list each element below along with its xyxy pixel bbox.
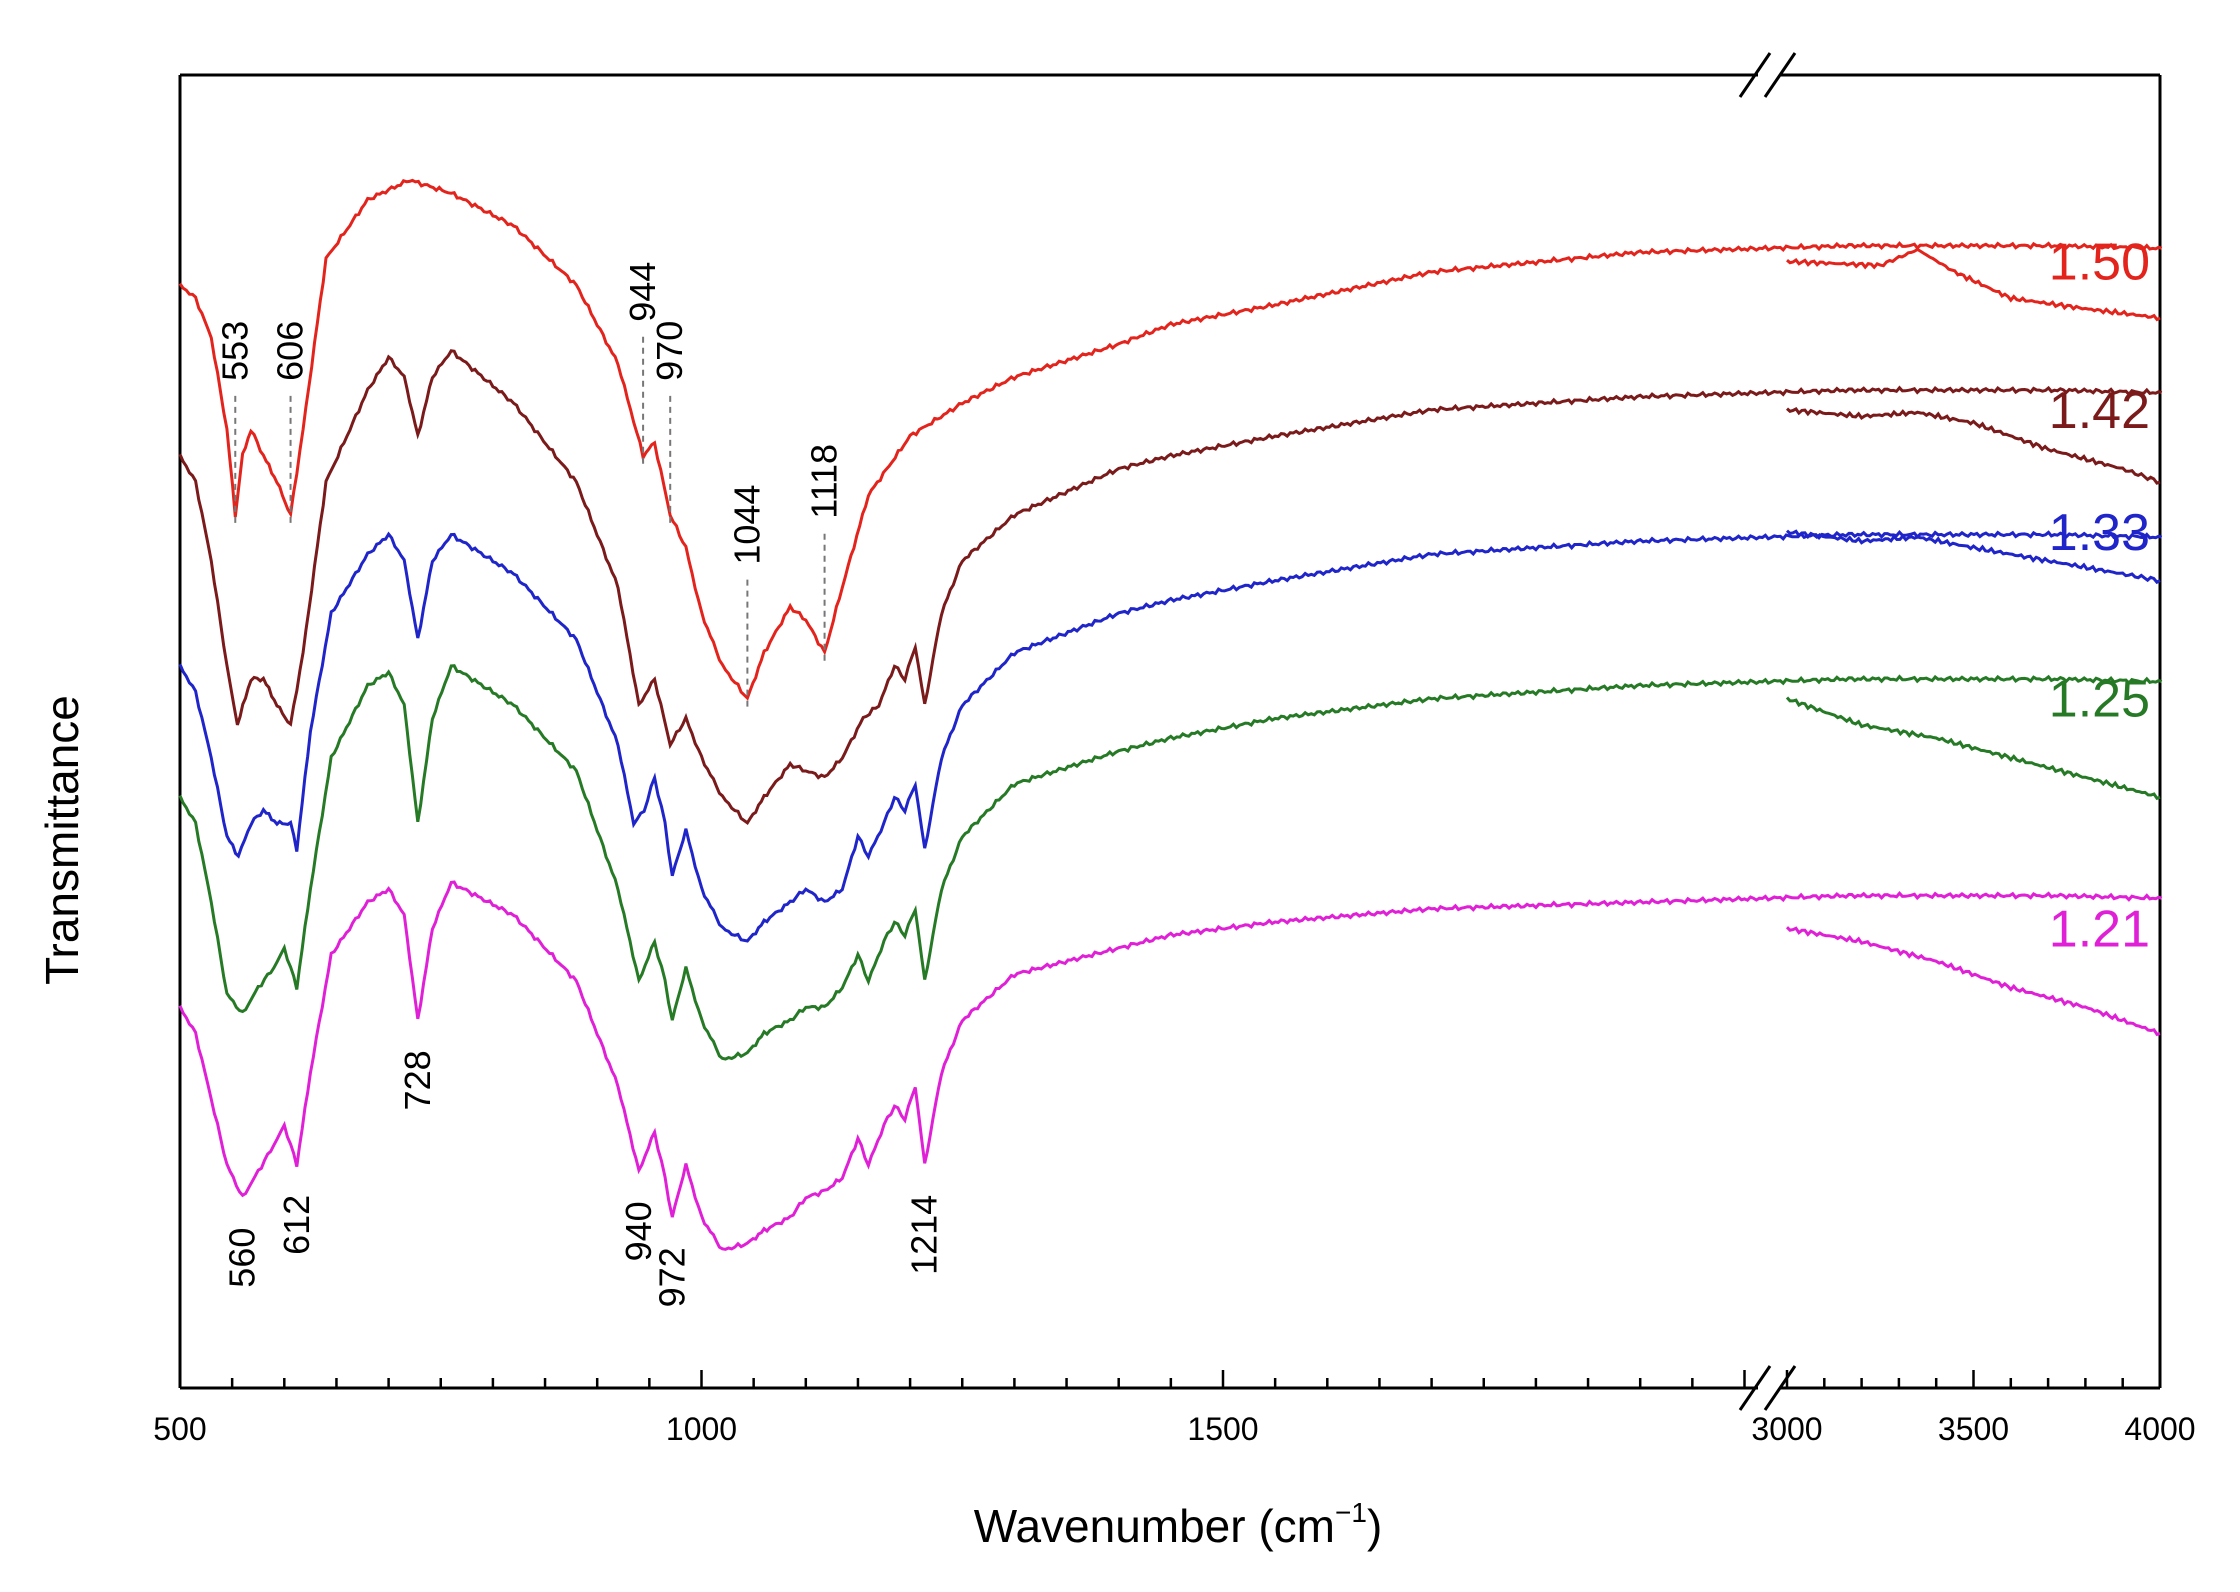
series-line-1-42 — [178, 349, 2163, 825]
x-tick-label: 1500 — [1187, 1411, 1258, 1447]
series-layer — [178, 178, 2163, 1251]
x-tick-label: 4000 — [2124, 1411, 2195, 1447]
series-line-1-21 — [178, 880, 2163, 1251]
series-label-layer: 1.50 1.42 1.33 1.25 1.21 — [2049, 233, 2150, 958]
peak-label: 970 — [649, 321, 690, 381]
x-axis-title-close: ) — [1367, 1500, 1382, 1552]
series-label: 1.33 — [2049, 504, 2150, 562]
plot-frame — [178, 52, 2162, 1411]
y-axis-title: Transmittance — [36, 695, 88, 985]
series-line-1-25 — [178, 664, 2163, 1061]
peak-label: 1044 — [726, 485, 767, 565]
x-axis-title-superscript: −1 — [1335, 1497, 1367, 1528]
axis-break-mark — [1763, 1365, 1797, 1411]
x-tick-label: 3500 — [1938, 1411, 2009, 1447]
tick-layer: 500 1000 1500 3000 3500 4000 — [153, 1370, 2196, 1447]
series-line-high-1-25 — [1785, 696, 2161, 801]
peak-label: 606 — [270, 321, 311, 381]
series-label: 1.50 — [2049, 233, 2150, 291]
series-line-1-33 — [178, 529, 2163, 943]
series-label: 1.42 — [2049, 382, 2150, 440]
x-tick-label: 500 — [153, 1411, 206, 1447]
series-label: 1.25 — [2049, 671, 2150, 729]
series-line-high-1-21 — [1785, 926, 2161, 1037]
series-label: 1.21 — [2049, 900, 2150, 958]
series-line-high-1-42 — [1785, 406, 2161, 485]
peak-label: 940 — [618, 1201, 659, 1261]
x-tick-label: 1000 — [666, 1411, 737, 1447]
peak-label: 944 — [622, 262, 663, 322]
peak-label: 560 — [222, 1228, 263, 1288]
peak-label: 553 — [214, 321, 255, 381]
peak-label: 1214 — [904, 1195, 945, 1275]
x-axis-title-main: Wavenumber (cm — [974, 1500, 1335, 1552]
axis-break-mark — [1738, 52, 1772, 98]
x-tick-label: 3000 — [1751, 1411, 1822, 1447]
peak-label: 728 — [397, 1050, 438, 1110]
peak-label: 972 — [651, 1247, 692, 1307]
series-line-high-1-33 — [1785, 529, 2161, 585]
peak-label: 1118 — [804, 444, 845, 519]
series-line-high-1-50 — [1786, 247, 2161, 322]
axis-break-mark — [1738, 1365, 1772, 1411]
series-line-1-50 — [178, 178, 2163, 701]
x-axis-title: Wavenumber (cm−1) — [974, 1497, 1383, 1552]
axis-break-mark — [1763, 52, 1797, 98]
peak-label: 612 — [276, 1195, 317, 1255]
